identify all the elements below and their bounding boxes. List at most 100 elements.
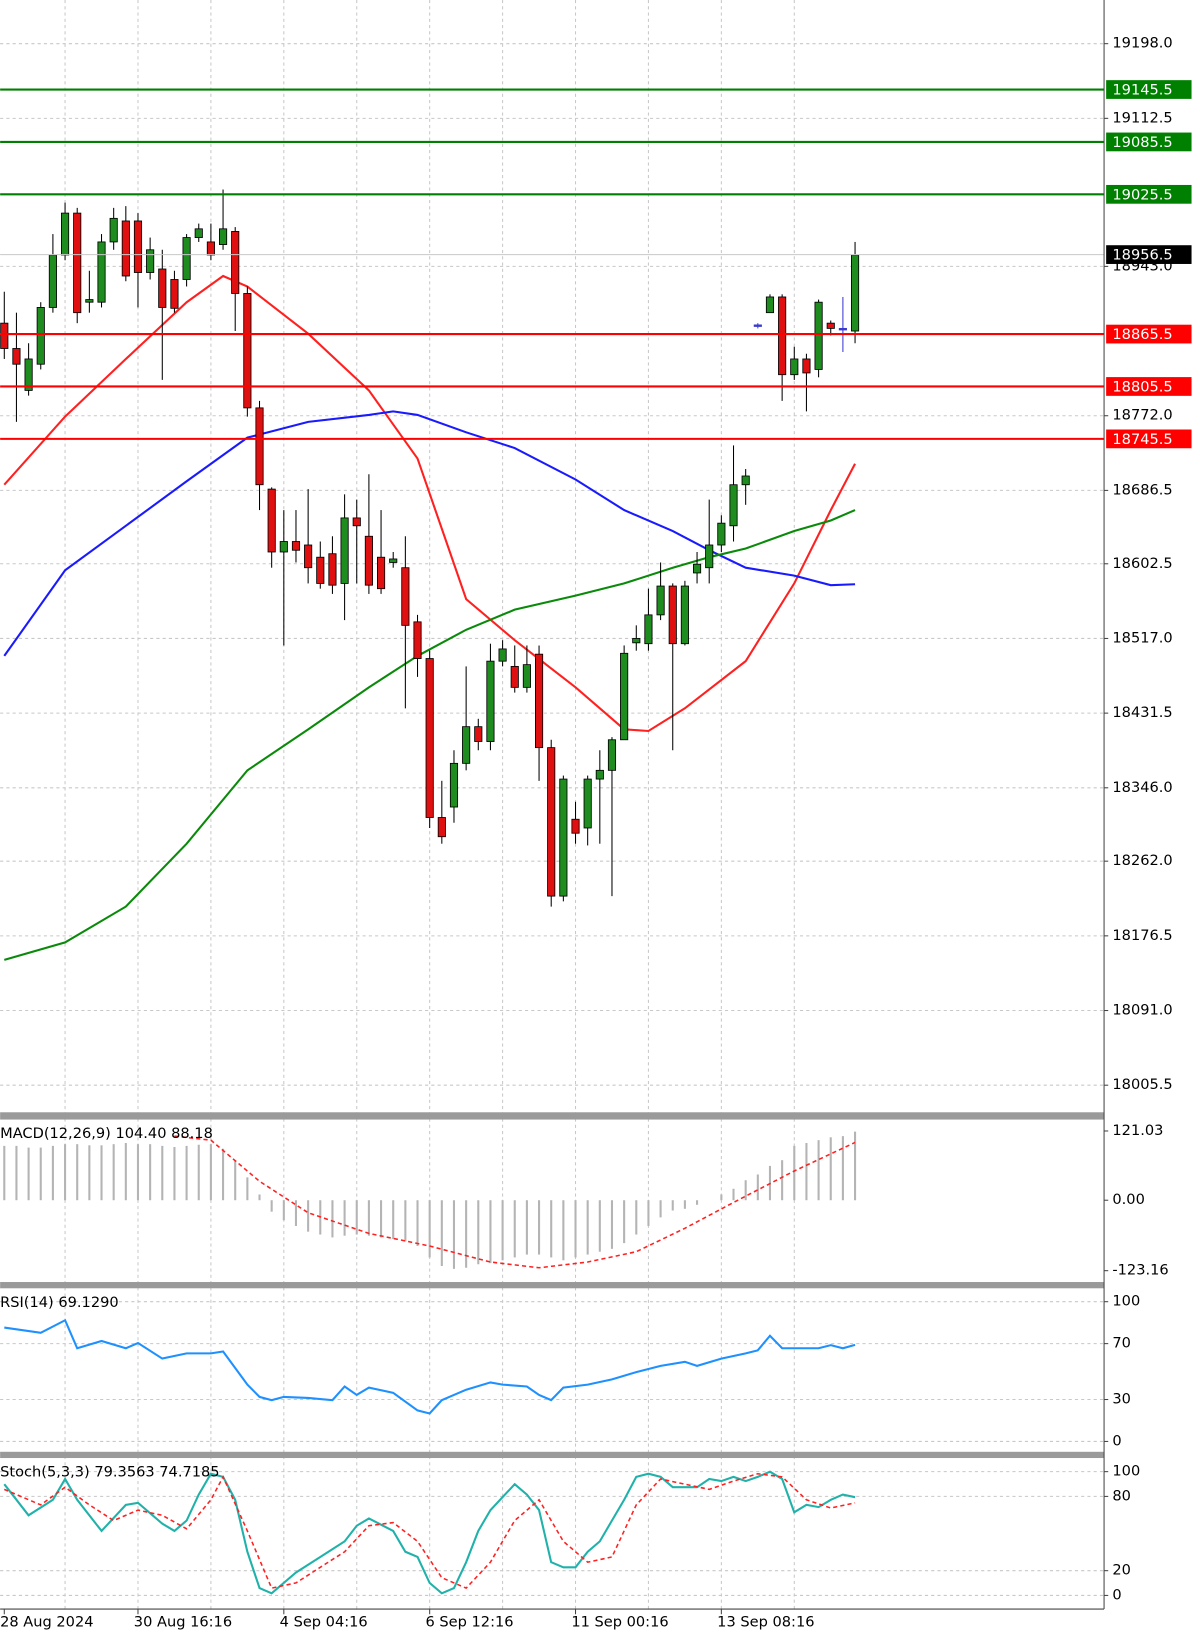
candle-body: [158, 268, 167, 308]
level-label-box: [1106, 184, 1192, 204]
y-tick-label: 0.00: [1112, 1191, 1144, 1208]
candle-body: [182, 237, 191, 280]
candle-body: [413, 621, 422, 659]
candle-body: [607, 739, 617, 771]
y-tick-label: 100: [1112, 1293, 1140, 1310]
overlay-layer: 28 Aug 2024 30 Aug 16:16 4 Sep 04:16 6 Sep …: [0, 80, 1192, 1631]
y-tick-label: 18517.0: [1112, 629, 1172, 646]
candle-body: [364, 535, 373, 586]
y-tick-label: 70: [1112, 1335, 1131, 1352]
candle-body: [328, 553, 337, 586]
candle-body: [243, 293, 252, 409]
candle-body: [826, 322, 835, 329]
y-tick-label: -123.16: [1112, 1262, 1168, 1279]
candle-body: [778, 296, 787, 376]
candle-body: [97, 241, 106, 303]
candle-body: [620, 652, 629, 741]
candle-body: [60, 212, 70, 256]
y-tick-label: 18346.0: [1112, 779, 1172, 796]
candle-body: [133, 220, 143, 273]
candle-body: [668, 585, 677, 645]
y-tick-label: 0: [1112, 1586, 1121, 1603]
y-tick-label: 18005.5: [1112, 1076, 1172, 1093]
level-label-box: [1106, 80, 1192, 99]
candle-body: [790, 358, 799, 376]
y-tick-label: 18262.0: [1112, 852, 1172, 869]
level-label: 18805.5: [1112, 379, 1172, 396]
candle-body: [352, 517, 361, 527]
y-tick-label: 19198.0: [1112, 35, 1172, 52]
candle-body: [547, 747, 556, 897]
x-tick-label: 11 Sep 00:16: [571, 1614, 668, 1631]
candle-body: [24, 358, 33, 391]
candle-body: [340, 517, 349, 584]
candle-body: [231, 231, 240, 294]
indicator-title: RSI(14) 69.1290: [0, 1294, 119, 1311]
candle-body: [632, 638, 641, 644]
candle-body: [741, 475, 750, 486]
x-tick-label: 30 Aug 16:16: [134, 1614, 232, 1631]
candle-body: [194, 228, 203, 238]
candle-body: [389, 558, 398, 563]
level-label: 19025.5: [1112, 186, 1172, 203]
indicator-line: [4, 509, 856, 961]
candle-body: [474, 726, 483, 742]
candle-body: [838, 327, 847, 331]
candle-body: [680, 585, 689, 645]
level-label: 18745.5: [1112, 431, 1172, 448]
x-tick-label: 28 Aug 2024: [0, 1614, 93, 1631]
candle-body: [510, 665, 519, 688]
candle-body: [559, 778, 568, 897]
candle-body: [85, 299, 94, 303]
candle-body: [692, 563, 702, 574]
candle-body: [121, 220, 130, 277]
candle-body: [595, 769, 604, 780]
candle-body: [717, 522, 726, 546]
candle-body: [462, 726, 471, 764]
indicator-line: [4, 1318, 856, 1415]
candle-body: [291, 541, 301, 551]
indicator-title: MACD(12,26,9) 104.40 88.18: [0, 1125, 213, 1142]
candle-body: [206, 241, 215, 256]
candle-body: [486, 660, 495, 742]
candle-body: [279, 541, 288, 553]
panel-separator: [0, 1282, 1105, 1289]
candle-body: [146, 249, 155, 273]
indicator-line: [3, 1472, 856, 1590]
y-tick-label: 18772.0: [1112, 407, 1172, 424]
y-tick-label: 18091.0: [1112, 1002, 1172, 1019]
panel-separator: [0, 1112, 1105, 1120]
candle-body: [304, 544, 313, 569]
candle-body: [498, 648, 507, 662]
candle-body: [449, 762, 459, 808]
candle-body: [73, 212, 82, 314]
candle-body: [376, 556, 386, 590]
candle-body: [534, 653, 544, 749]
indicator-line: [3, 410, 856, 657]
level-label-box: [1106, 132, 1192, 152]
candle-body: [218, 228, 228, 245]
y-tick-label: 18602.5: [1112, 555, 1172, 572]
candle-body: [36, 307, 45, 365]
candle-body: [802, 358, 811, 374]
candle-body: [850, 254, 860, 332]
y-tick-label: 80: [1112, 1487, 1131, 1504]
data-layer: [0, 189, 860, 1595]
y-tick-label: 18176.5: [1112, 927, 1172, 944]
candle-body: [705, 544, 714, 569]
candle-body: [255, 407, 264, 486]
y-tick-label: 18431.5: [1112, 704, 1172, 721]
indicator-line: [174, 1135, 856, 1269]
level-label-box: [1106, 377, 1192, 396]
candle-body: [656, 585, 665, 616]
candle-body: [814, 301, 823, 370]
x-tick-label: 13 Sep 08:16: [717, 1614, 814, 1631]
x-tick-label: 4 Sep 04:16: [280, 1614, 368, 1631]
y-tick-label: 30: [1112, 1391, 1131, 1408]
level-label-box: [1106, 429, 1192, 449]
y-tick-label: 18686.5: [1112, 481, 1172, 498]
level-label: 18865.5: [1112, 326, 1172, 343]
candle-body: [109, 217, 118, 243]
